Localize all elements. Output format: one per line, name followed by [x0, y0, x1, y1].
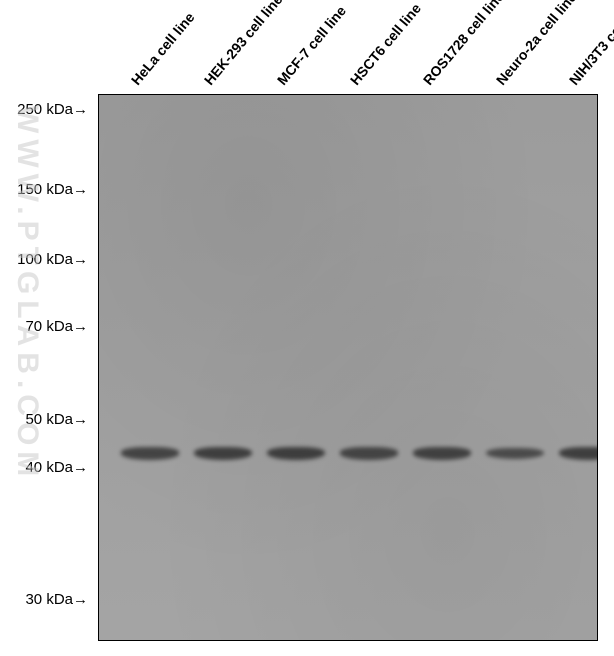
blot-membrane — [98, 94, 598, 641]
mw-marker-label: 250 kDa→ — [0, 101, 88, 118]
figure-container: HeLa cell lineHEK-293 cell lineMCF-7 cel… — [0, 0, 614, 656]
mw-marker-label: 150 kDa→ — [0, 181, 88, 198]
arrow-icon: → — [73, 591, 88, 608]
protein-band — [267, 447, 325, 460]
lane-labels-group: HeLa cell lineHEK-293 cell lineMCF-7 cel… — [100, 0, 600, 90]
protein-band — [486, 448, 544, 460]
lane-label: MCF-7 cell line — [274, 3, 349, 88]
protein-band — [121, 447, 179, 459]
arrow-icon: → — [73, 318, 88, 335]
mw-marker-label: 30 kDa→ — [0, 591, 88, 608]
lane-label: NIH/3T3 cell line — [566, 0, 614, 88]
arrow-icon: → — [73, 459, 88, 476]
mw-marker-label: 50 kDa→ — [0, 411, 88, 428]
protein-band — [559, 447, 598, 460]
protein-band — [413, 447, 471, 460]
arrow-icon: → — [73, 181, 88, 198]
protein-band — [340, 447, 398, 459]
arrow-icon: → — [73, 251, 88, 268]
mw-marker-label: 40 kDa→ — [0, 459, 88, 476]
mw-marker-label: 100 kDa→ — [0, 251, 88, 268]
arrow-icon: → — [73, 411, 88, 428]
arrow-icon: → — [73, 101, 88, 118]
lane-label: HEK-293 cell line — [201, 0, 286, 88]
protein-band — [194, 447, 252, 460]
mw-marker-label: 70 kDa→ — [0, 318, 88, 335]
lane-label: HeLa cell line — [128, 9, 198, 88]
lane-label: HSCT6 cell line — [347, 0, 424, 88]
